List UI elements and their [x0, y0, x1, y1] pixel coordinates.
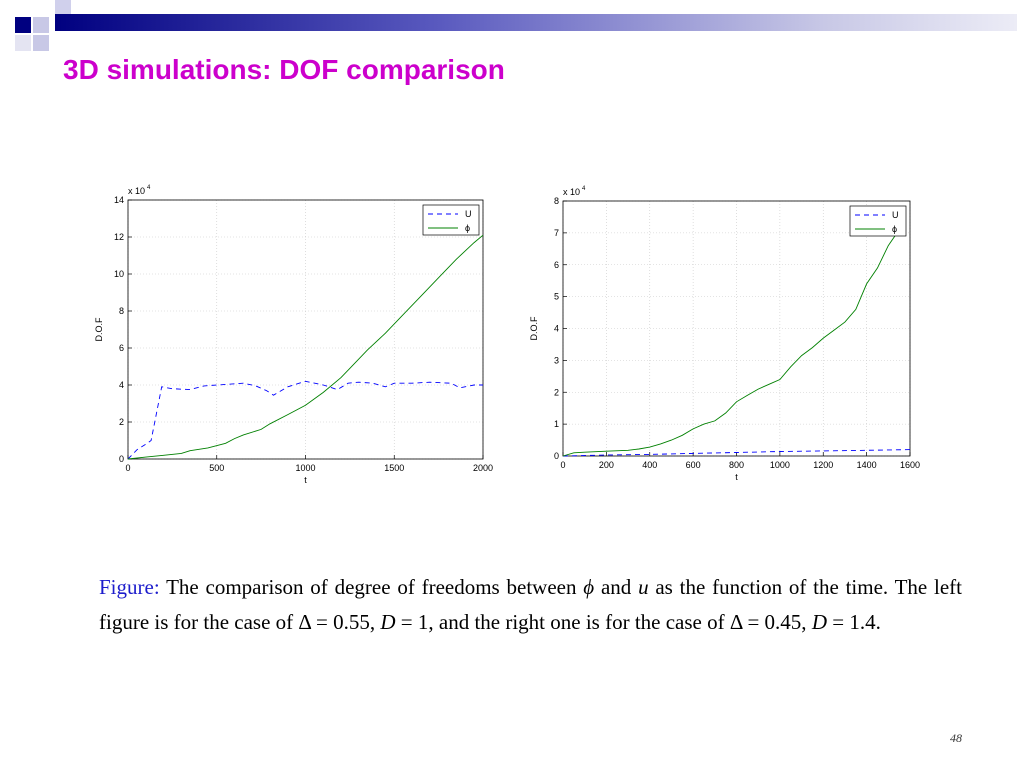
y-tick-label: 8 — [119, 306, 124, 316]
figure-caption: Figure: The comparison of degree of free… — [99, 570, 962, 640]
y-multiplier-exp: 4 — [582, 186, 586, 192]
title-bar-gradient — [55, 14, 1017, 31]
x-tick-label: 0 — [560, 460, 565, 470]
series-line-phi — [127, 234, 484, 460]
legend-label: U — [892, 210, 899, 220]
y-multiplier: x 10 — [128, 186, 145, 196]
legend-label: ϕ — [465, 223, 470, 233]
legend-label: ϕ — [892, 224, 897, 234]
caption-text: = 1.4. — [826, 610, 881, 634]
page-number: 48 — [950, 731, 962, 745]
x-tick-label: 1600 — [900, 460, 920, 470]
y-tick-label: 2 — [554, 387, 559, 397]
series-line-u — [127, 380, 483, 460]
x-tick-label: 1000 — [295, 463, 315, 473]
legend-box — [422, 204, 480, 236]
y-tick-label: 2 — [119, 417, 124, 427]
caption-D: D — [811, 610, 827, 634]
y-tick-label: 0 — [119, 454, 124, 464]
deco-square-light — [33, 35, 49, 51]
x-tick-label: 1500 — [384, 463, 404, 473]
caption-text: and — [594, 575, 639, 599]
x-tick-label: 400 — [642, 460, 657, 470]
y-tick-label: 3 — [554, 355, 559, 365]
caption-D: D — [380, 610, 396, 634]
series-line-u — [562, 449, 911, 457]
caption-u: u — [638, 575, 649, 599]
x-tick-label: 2000 — [473, 463, 493, 473]
caption-text: as the function of the time. The left fi… — [99, 575, 962, 634]
caption-text: The comparison of degree of freedoms bet… — [159, 575, 584, 599]
caption-lead: Figure: — [99, 575, 160, 599]
x-axis-label: t — [735, 472, 738, 482]
caption-phi: ϕ — [583, 575, 595, 599]
y-tick-label: 7 — [554, 228, 559, 238]
legend-label: U — [465, 209, 472, 219]
deco-square-navy — [15, 17, 31, 33]
x-tick-label: 1400 — [857, 460, 877, 470]
deco-square-light — [33, 17, 49, 33]
deco-square-light — [15, 35, 31, 51]
caption-text: = 1, and the right one is for the case o… — [395, 610, 812, 634]
deco-square-light — [55, 0, 71, 14]
legend-box — [849, 205, 907, 237]
y-multiplier: x 10 — [563, 187, 580, 197]
x-tick-label: 600 — [686, 460, 701, 470]
y-tick-label: 4 — [119, 380, 124, 390]
x-axis-label: t — [304, 475, 307, 485]
x-tick-label: 1000 — [770, 460, 790, 470]
chart-right: 0 200 400 600 800 1000 1200 1400 1600 0 1 2 3 4 5 6 7 8 x … — [529, 186, 920, 482]
x-tick-label: 1200 — [813, 460, 833, 470]
y-multiplier-exp: 4 — [147, 185, 151, 191]
y-tick-label: 6 — [554, 260, 559, 270]
series-line-phi — [562, 229, 900, 457]
x-tick-label: 200 — [599, 460, 614, 470]
y-tick-label: 10 — [114, 269, 124, 279]
y-axis-label: D.O.F — [94, 317, 104, 342]
y-tick-label: 6 — [119, 343, 124, 353]
slide-title: 3D simulations: DOF comparison — [63, 54, 505, 85]
y-tick-label: 4 — [554, 324, 559, 334]
x-tick-label: 0 — [125, 463, 130, 473]
y-tick-label: 12 — [114, 232, 124, 242]
y-tick-label: 0 — [554, 451, 559, 461]
x-tick-label: 800 — [729, 460, 744, 470]
y-tick-label: 1 — [554, 419, 559, 429]
y-tick-label: 8 — [554, 196, 559, 206]
y-axis-label: D.O.F — [529, 316, 539, 341]
x-tick-label: 500 — [209, 463, 224, 473]
y-tick-label: 5 — [554, 292, 559, 302]
y-tick-label: 14 — [114, 195, 124, 205]
